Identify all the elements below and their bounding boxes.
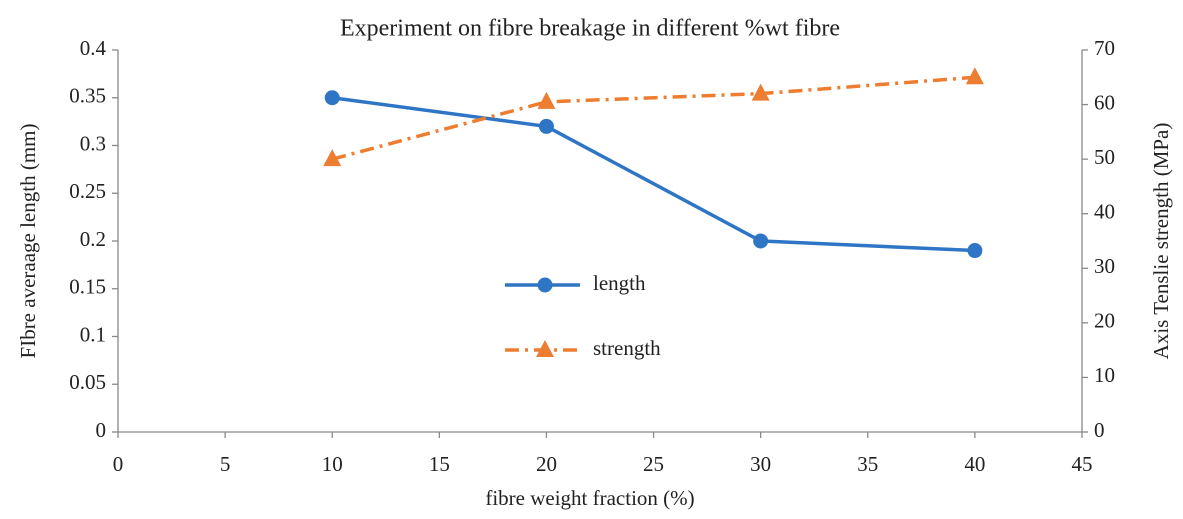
y-tick-label: 0.35 [69, 84, 106, 108]
data-point [753, 233, 769, 249]
x-tick-label: 30 [750, 452, 771, 476]
y2-tick-label: 40 [1094, 200, 1115, 224]
y2-tick-label: 30 [1094, 254, 1115, 278]
legend-marker [536, 340, 554, 357]
data-point [967, 243, 983, 259]
data-point [538, 118, 554, 134]
y2-tick-label: 50 [1094, 145, 1115, 169]
y-tick-label: 0.05 [69, 370, 106, 394]
legend-marker [537, 277, 553, 293]
series-line [331, 96, 975, 253]
y2-tick-label: 60 [1094, 90, 1115, 114]
x-tick-label: 25 [643, 452, 664, 476]
y2-tick-label: 0 [1094, 418, 1105, 442]
x-tick-label: 5 [220, 452, 231, 476]
y-tick-label: 0.3 [80, 131, 106, 155]
data-point [751, 83, 770, 101]
y2-tick-label: 20 [1094, 309, 1115, 333]
chart-title: Experiment on fibre breakage in differen… [340, 16, 840, 42]
y2-tick-label: 10 [1094, 363, 1115, 387]
data-point [965, 67, 984, 85]
y-tick-label: 0.25 [69, 179, 106, 203]
x-tick-label: 20 [536, 452, 557, 476]
x-tick-label: 35 [857, 452, 878, 476]
x-tick-label: 45 [1072, 452, 1093, 476]
x-axis-label: fibre weight fraction (%) [485, 486, 694, 510]
y-tick-label: 0 [96, 418, 107, 442]
y2-axis-label: Axis Tenslie strength (MPa) [1149, 123, 1173, 360]
y-tick-label: 0.1 [80, 322, 106, 346]
y-tick-label: 0.15 [69, 275, 106, 299]
y2-tick-label: 70 [1094, 36, 1115, 60]
series-line [331, 75, 976, 161]
y-axis-label: FIbre averaage length (mm) [16, 124, 40, 359]
x-tick-label: 15 [429, 452, 450, 476]
y-tick-label: 0.4 [80, 36, 107, 60]
legend-label: length [593, 271, 646, 295]
y-tick-label: 0.2 [80, 227, 106, 251]
data-point [324, 90, 340, 106]
legend-label: strength [593, 336, 661, 360]
x-tick-label: 10 [322, 452, 343, 476]
data-point [323, 149, 342, 167]
x-tick-label: 40 [964, 452, 985, 476]
data-point [537, 91, 556, 109]
x-tick-label: 0 [113, 452, 124, 476]
